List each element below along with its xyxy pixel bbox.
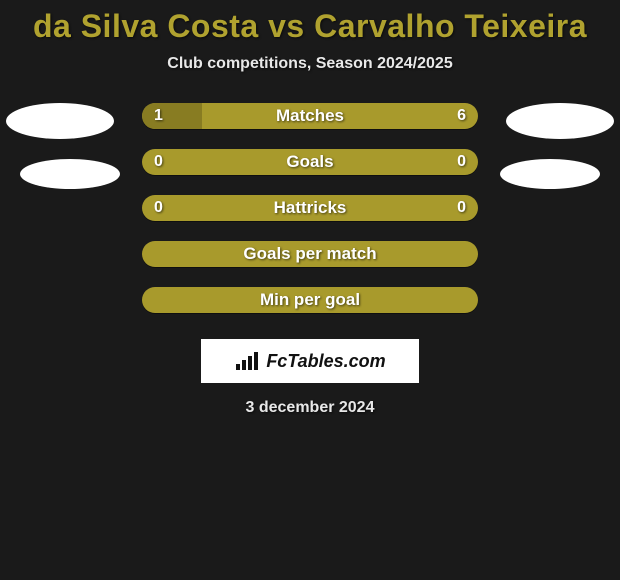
player-left-avatar-bottom	[20, 159, 120, 189]
comparison-widget: da Silva Costa vs Carvalho Teixeira Club…	[0, 0, 620, 417]
stat-label: Min per goal	[142, 287, 478, 313]
player-right-avatar-bottom	[500, 159, 600, 189]
source-logo-text: FcTables.com	[266, 351, 385, 372]
stat-bar: Goals per match	[142, 241, 478, 267]
stat-label: Hattricks	[142, 195, 478, 221]
stat-label: Goals per match	[142, 241, 478, 267]
page-subtitle: Club competitions, Season 2024/2025	[167, 55, 452, 73]
stat-bar: 00Hattricks	[142, 195, 478, 221]
bar-chart-icon	[234, 350, 260, 372]
date-label: 3 december 2024	[246, 399, 375, 417]
stat-label: Goals	[142, 149, 478, 175]
page-title: da Silva Costa vs Carvalho Teixeira	[33, 8, 587, 45]
stat-label: Matches	[142, 103, 478, 129]
player-left-avatar-top	[6, 103, 114, 139]
player-right-avatar-top	[506, 103, 614, 139]
stat-bar: 00Goals	[142, 149, 478, 175]
stats-area: 16Matches 00Goals 00Hattricks Goals per mat…	[0, 103, 620, 333]
stat-bar: 16Matches	[142, 103, 478, 129]
source-logo: FcTables.com	[201, 339, 419, 383]
stat-bar: Min per goal	[142, 287, 478, 313]
